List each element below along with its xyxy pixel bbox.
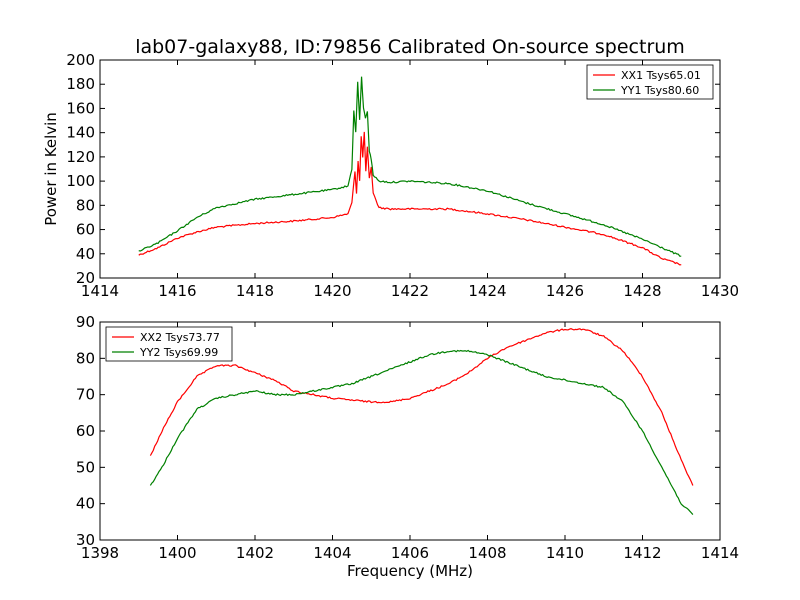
x-tick-label: 1414 <box>701 544 739 562</box>
y-tick-label: 90 <box>76 313 95 331</box>
legend-box <box>105 326 233 362</box>
y-tick-label: 70 <box>76 386 95 404</box>
chart-title: lab07-galaxy88, ID:79856 Calibrated On-s… <box>135 36 685 58</box>
y-tick-label: 50 <box>76 458 95 476</box>
x-tick-label: 1406 <box>391 544 429 562</box>
y-tick-label: 180 <box>66 75 95 93</box>
y-tick-label: 200 <box>66 51 95 69</box>
x-tick-label: 1430 <box>701 282 739 300</box>
x-tick-label: 1418 <box>236 282 274 300</box>
y-axis-label: Power in Kelvin <box>42 112 60 226</box>
series-line <box>149 328 694 486</box>
x-tick-label: 1426 <box>546 282 584 300</box>
legend-label: YY2 Tsys69.99 <box>139 346 218 359</box>
x-tick-label: 1410 <box>546 544 584 562</box>
y-tick-label: 40 <box>76 495 95 513</box>
x-tick-label: 1400 <box>158 544 196 562</box>
x-tick-label: 1408 <box>468 544 506 562</box>
top-panel: 1414 1416 1418 1420 1422 1424 1426 1428 1430 20 40… <box>42 51 739 300</box>
series-line <box>138 76 682 257</box>
y-tick-label: 120 <box>66 148 95 166</box>
y-tick-label: 60 <box>76 221 95 239</box>
y-tick-label: 60 <box>76 422 95 440</box>
x-tick-label: 1414 <box>81 282 119 300</box>
legend: XX1 Tsys65.01 YY1 Tsys80.60 <box>586 64 714 100</box>
x-tick-label: 1402 <box>236 544 274 562</box>
x-tick-label: 1422 <box>391 282 429 300</box>
x-tick-label: 1416 <box>158 282 196 300</box>
bottom-panel: 1398 1400 1402 1404 1406 1408 1410 1412 1414 30 40… <box>76 313 739 580</box>
y-tick-label: 20 <box>76 269 95 287</box>
x-tick-label: 1398 <box>81 544 119 562</box>
x-tick-label: 1428 <box>623 282 661 300</box>
y-tick-label: 80 <box>76 196 95 214</box>
legend-label: YY1 Tsys80.60 <box>620 84 699 97</box>
legend-box <box>586 64 714 100</box>
legend: XX2 Tsys73.77 YY2 Tsys69.99 <box>105 326 233 362</box>
y-tick-label: 100 <box>66 172 95 190</box>
y-tick-label: 30 <box>76 531 95 549</box>
y-tick-label: 140 <box>66 124 95 142</box>
series-line <box>138 131 682 266</box>
x-tick-label: 1404 <box>313 544 351 562</box>
legend-label: XX1 Tsys65.01 <box>621 69 701 82</box>
legend-label: XX2 Tsys73.77 <box>140 331 220 344</box>
y-tick-label: 40 <box>76 245 95 263</box>
x-tick-label: 1424 <box>468 282 506 300</box>
x-tick-label: 1420 <box>313 282 351 300</box>
y-tick-label: 160 <box>66 99 95 117</box>
x-tick-label: 1412 <box>623 544 661 562</box>
y-tick-label: 80 <box>76 349 95 367</box>
x-axis-label: Frequency (MHz) <box>347 562 473 580</box>
series-line <box>149 349 694 515</box>
